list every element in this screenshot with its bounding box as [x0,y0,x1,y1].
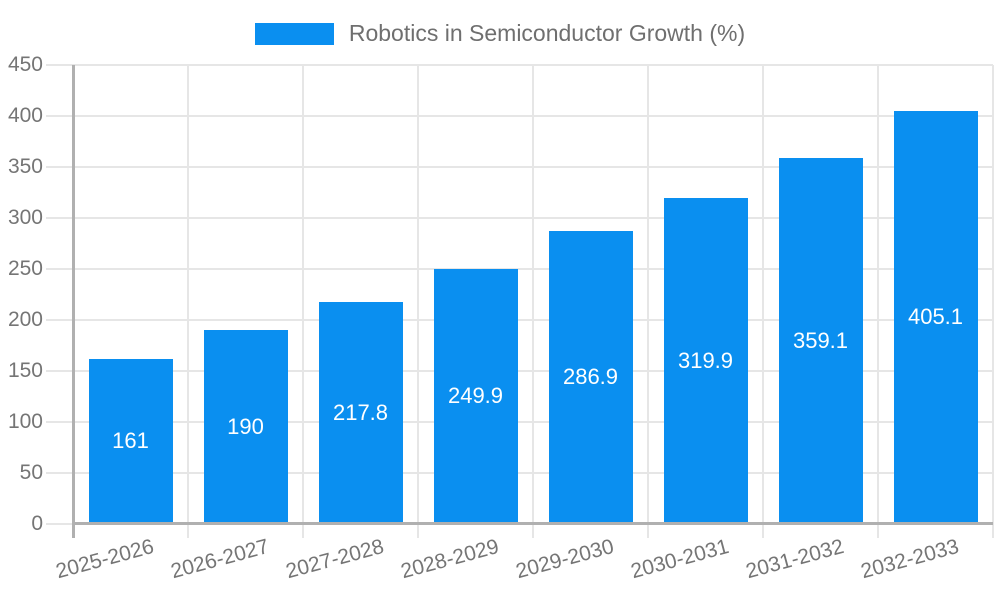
y-tick-label: 350 [7,154,43,178]
bar-value-label: 190 [227,413,264,439]
x-gridline [992,65,994,538]
bar-2031-2032[interactable] [778,157,863,522]
x-gridline [417,65,419,538]
bar-2028-2029[interactable] [433,268,518,522]
legend-label: Robotics in Semiconductor Growth (%) [348,20,746,46]
bar-2029-2030[interactable] [548,231,633,522]
x-axis-line [73,522,993,525]
y-gridline [46,420,993,423]
y-gridline [46,114,993,117]
y-tick-label: 100 [7,409,43,433]
bar-value-label: 217.8 [332,399,389,425]
x-tick-label: 2027-2028 [283,535,387,584]
x-gridline [532,65,534,538]
legend-swatch [254,22,334,45]
x-tick-label: 2026-2027 [168,535,272,584]
x-gridline [187,65,189,538]
bar-value-label: 405.1 [907,304,964,330]
x-gridline [877,65,879,538]
y-gridline [46,216,993,219]
y-gridline [46,369,993,372]
x-tick-label: 2032-2033 [858,535,962,584]
bar-value-label: 161 [112,428,149,454]
bar-value-label: 319.9 [677,347,734,373]
bar-value-label: 249.9 [447,383,504,409]
y-tick-label: 450 [7,53,43,76]
bar-value-label: 359.1 [792,327,849,353]
y-tick-label: 400 [7,103,43,127]
bar-2025-2026[interactable] [88,359,173,522]
x-tick-label: 2025-2026 [53,535,157,584]
y-axis-line [72,65,75,538]
y-tick-label: 0 [31,511,43,535]
y-gridline [46,471,993,474]
y-tick-label: 150 [7,358,43,382]
y-gridline [46,64,993,66]
x-gridline [762,65,764,538]
y-tick-label: 50 [19,460,43,484]
x-tick-label: 2030-2031 [628,535,732,584]
x-tick-label: 2028-2029 [398,535,502,584]
bar-value-label: 286.9 [562,364,619,390]
x-gridline [302,65,304,538]
y-tick-label: 200 [7,307,43,331]
bar-2032-2033[interactable] [893,110,978,522]
y-gridline [46,165,993,168]
x-gridline [647,65,649,538]
y-tick-label: 250 [7,256,43,280]
y-gridline [46,318,993,321]
x-tick-label: 2029-2030 [513,535,617,584]
x-tick-label: 2031-2032 [743,535,847,584]
bar-2030-2031[interactable] [663,197,748,522]
bar-2026-2027[interactable] [203,329,288,522]
y-gridline [46,267,993,270]
bar-2027-2028[interactable] [318,301,403,522]
chart-legend[interactable]: Robotics in Semiconductor Growth (%) [0,20,1000,47]
y-tick-label: 300 [7,205,43,229]
